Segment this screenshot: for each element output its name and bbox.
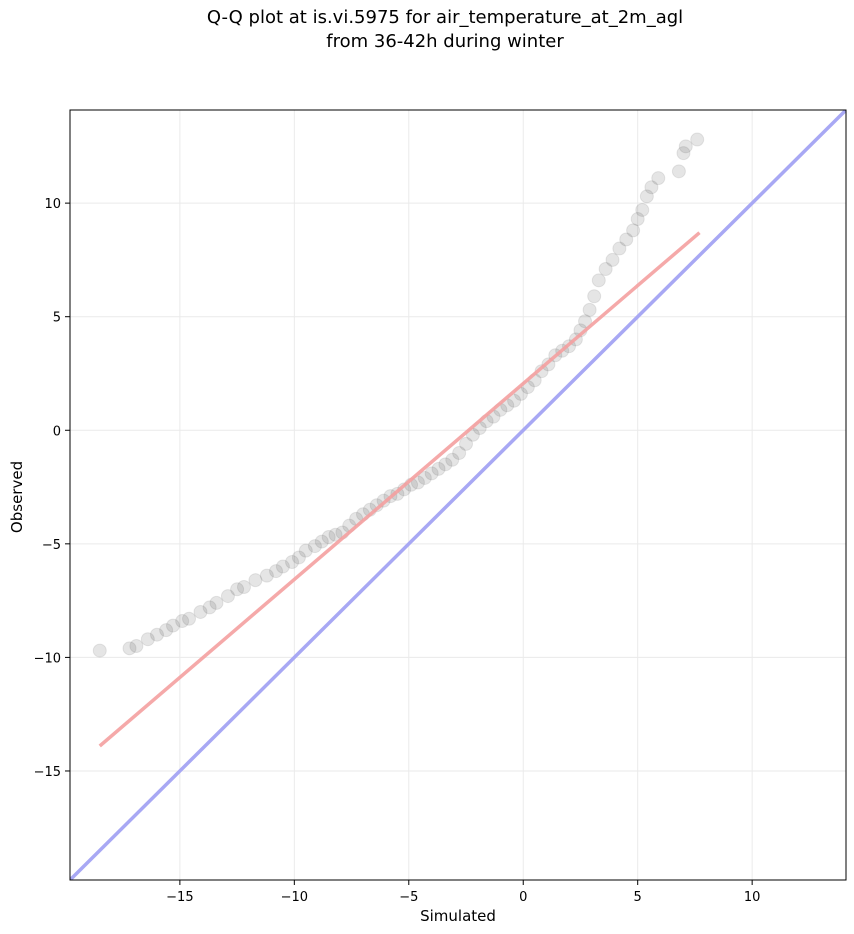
- qq-point: [587, 289, 602, 304]
- qq-point: [291, 550, 306, 565]
- y-tick-label: 5: [53, 311, 61, 326]
- qq-point: [438, 457, 453, 472]
- qq-point: [431, 461, 446, 476]
- qq-point: [459, 436, 474, 451]
- qq-point: [129, 639, 144, 654]
- qq-point: [140, 632, 155, 647]
- x-tick-label: −15: [166, 890, 193, 905]
- qq-point: [149, 627, 164, 642]
- qq-point: [452, 445, 467, 460]
- qq-point: [630, 212, 645, 227]
- qq-point: [321, 530, 336, 545]
- qq-point: [193, 604, 208, 619]
- qq-point: [236, 579, 251, 594]
- y-tick-label: −15: [34, 765, 61, 780]
- qq-point: [122, 641, 137, 656]
- qq-point: [424, 466, 439, 481]
- chart-title: Q-Q plot at is.vi.5975 for air_temperatu…: [206, 7, 684, 28]
- data-points: [92, 132, 705, 748]
- y-axis: −15 −10 −5 0 5 10: [34, 197, 70, 780]
- qq-point: [92, 643, 107, 658]
- qq-point: [635, 202, 650, 217]
- qq-point: [578, 314, 593, 329]
- x-tick-label: −5: [399, 890, 418, 905]
- qq-point: [182, 611, 197, 626]
- plot-frame: [69, 109, 847, 881]
- qq-point: [269, 564, 284, 579]
- qq-point: [202, 600, 217, 615]
- qq-point: [445, 452, 460, 467]
- x-axis-label: Simulated: [420, 907, 496, 925]
- y-tick-label: 10: [44, 197, 61, 212]
- qq-point: [612, 241, 627, 256]
- qq-point: [209, 595, 224, 610]
- y-tick-label: 0: [53, 424, 61, 439]
- qq-point: [676, 146, 691, 161]
- qq-point: [671, 164, 686, 179]
- reference-lines: [70, 110, 846, 880]
- fit-line: [98, 231, 701, 748]
- x-tick-label: −10: [281, 890, 308, 905]
- qq-point: [259, 568, 274, 583]
- qq-point: [619, 232, 634, 247]
- qq-point: [248, 573, 263, 588]
- grid: [70, 110, 846, 880]
- qq-point: [651, 171, 666, 186]
- qq-point: [328, 527, 343, 542]
- qq-point: [314, 534, 329, 549]
- qq-point: [298, 543, 313, 558]
- qq-point: [690, 132, 705, 147]
- y-axis-label: Observed: [8, 461, 26, 533]
- qq-point: [639, 189, 654, 204]
- qq-point: [230, 582, 245, 597]
- qq-point: [644, 180, 659, 195]
- qq-point: [605, 252, 620, 267]
- identity-line: [70, 110, 846, 880]
- qq-point: [275, 559, 290, 574]
- qq-point: [626, 223, 641, 238]
- qq-point: [507, 393, 522, 408]
- qq-point: [285, 555, 300, 570]
- y-tick-label: −5: [42, 538, 61, 553]
- x-tick-label: 10: [744, 890, 761, 905]
- qq-point: [410, 475, 425, 490]
- x-tick-label: 0: [519, 890, 527, 905]
- qq-point: [166, 618, 181, 633]
- qq-point: [175, 614, 190, 629]
- qq-point: [159, 623, 174, 638]
- qq-point: [220, 589, 235, 604]
- qq-point: [307, 539, 322, 554]
- chart-subtitle: from 36-42h during winter: [326, 31, 564, 52]
- qq-point: [417, 470, 432, 485]
- x-tick-label: 5: [634, 890, 642, 905]
- qq-point: [598, 261, 613, 276]
- y-tick-label: −10: [34, 651, 61, 666]
- qq-point: [678, 139, 693, 154]
- qq-point: [582, 302, 597, 317]
- x-axis: −15 −10 −5 0 5 10: [166, 880, 760, 905]
- qq-point: [591, 273, 606, 288]
